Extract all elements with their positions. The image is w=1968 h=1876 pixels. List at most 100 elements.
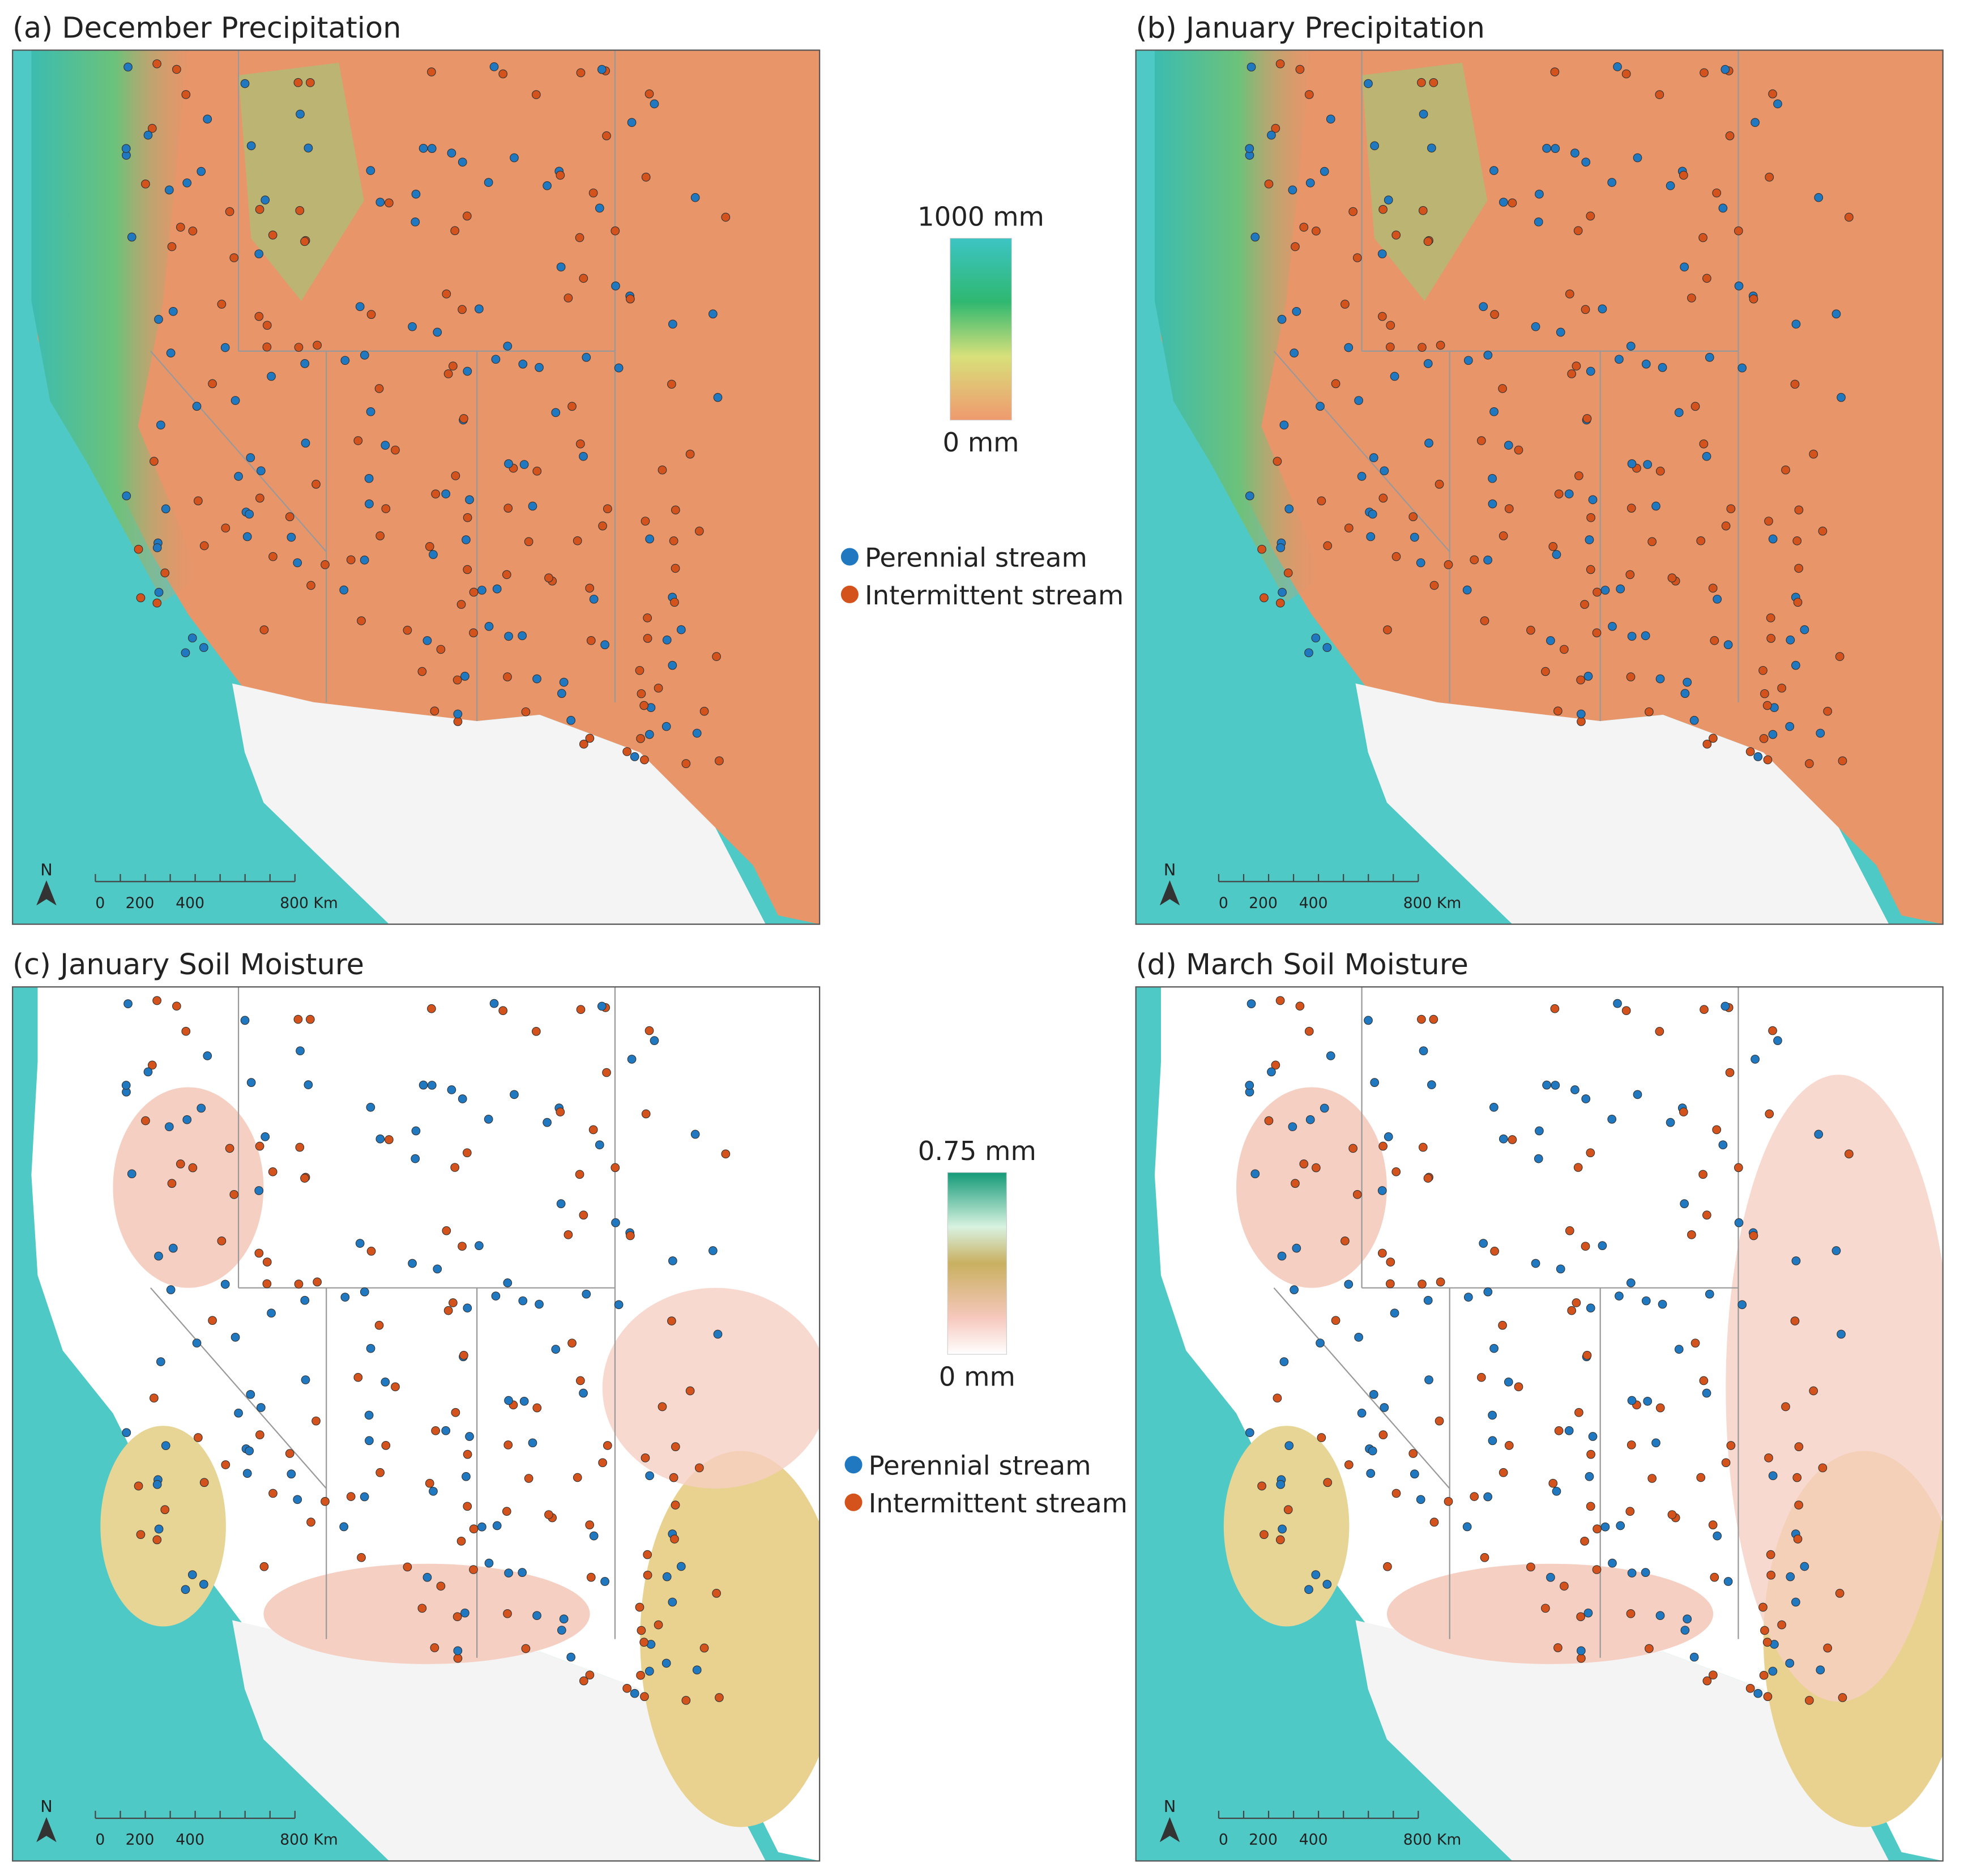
border: [150, 351, 327, 552]
perennial-site: [411, 1126, 421, 1136]
perennial-site: [1616, 584, 1625, 594]
intermittent-site: [1383, 1562, 1392, 1571]
intermittent-site: [1378, 1141, 1388, 1151]
intermittent-site: [1758, 1602, 1768, 1612]
perennial-site: [1785, 1658, 1795, 1668]
intermittent-site: [635, 1602, 644, 1612]
intermittent-site: [671, 505, 680, 515]
perennial-site: [676, 1562, 686, 1571]
intermittent-site: [268, 231, 278, 240]
perennial-site: [366, 407, 375, 416]
intermittent-site: [1835, 1589, 1845, 1598]
perennial-site: [489, 999, 499, 1008]
intermittent-site: [502, 570, 511, 579]
intermittent-site: [443, 1306, 453, 1315]
intermittent-site: [524, 537, 533, 547]
intermittent-site: [1499, 531, 1508, 540]
intermittent-site: [150, 1393, 159, 1403]
intermittent-site: [152, 1535, 162, 1545]
intermittent-site: [1283, 1505, 1293, 1515]
perennial-site: [465, 495, 474, 505]
perennial-site: [1713, 1531, 1722, 1541]
perennial-site: [460, 1608, 469, 1618]
intermittent-site: [1264, 1116, 1274, 1125]
intermittent-site: [1560, 1581, 1569, 1591]
perennial-site: [566, 1652, 576, 1662]
intermittent-site: [503, 504, 513, 513]
intermittent-site: [1690, 402, 1700, 411]
intermittent-site: [353, 1372, 363, 1382]
intermittent-site: [152, 598, 162, 608]
perennial-site: [355, 302, 365, 312]
perennial-site: [1627, 1396, 1637, 1405]
perennial-site: [1462, 585, 1472, 595]
perennial-site: [127, 1169, 136, 1179]
intermittent-site: [585, 1670, 595, 1680]
intermittent-site: [1391, 1167, 1401, 1176]
perennial-site: [1551, 1081, 1560, 1090]
perennial-site: [293, 1495, 302, 1504]
intermittent-site: [293, 78, 303, 87]
perennial-site: [484, 178, 493, 187]
intermittent-site: [1645, 707, 1654, 717]
perennial-site: [360, 1287, 369, 1297]
intermittent-site: [385, 198, 394, 208]
intermittent-site: [1386, 1257, 1395, 1267]
perennial-site: [1641, 1568, 1650, 1577]
intermittent-site: [641, 517, 650, 526]
intermittent-site: [637, 689, 646, 698]
perennial-site: [1288, 185, 1297, 195]
perennial-site: [1615, 1291, 1624, 1301]
perennial-site: [630, 1689, 639, 1698]
perennial-site: [1304, 648, 1313, 658]
intermittent-site: [1435, 480, 1444, 489]
intermittent-site: [1540, 1604, 1550, 1613]
intermittent-site: [524, 1474, 533, 1483]
intermittent-site: [1504, 504, 1514, 513]
perennial-site: [1680, 1626, 1690, 1635]
perennial-site: [1680, 262, 1689, 272]
intermittent-site: [1553, 1643, 1563, 1652]
intermittent-site: [721, 1149, 731, 1159]
perennial-site: [1483, 555, 1493, 565]
intermittent-site: [1275, 598, 1285, 608]
perennial-site: [154, 1251, 163, 1261]
intermittent-site: [1626, 1609, 1636, 1618]
intermittent-site: [431, 1426, 441, 1435]
intermittent-site: [255, 1430, 264, 1440]
intermittent-site: [268, 552, 278, 561]
perennial-site: [293, 558, 302, 568]
perennial-site: [1410, 532, 1419, 542]
intermittent-site: [1582, 414, 1592, 423]
intermittent-site: [567, 1338, 577, 1348]
perennial-site: [339, 585, 349, 595]
intermittent-site: [1498, 1320, 1507, 1330]
perennial-site: [300, 1295, 310, 1305]
perennial-site: [1245, 144, 1254, 154]
perennial-site: [381, 1378, 390, 1387]
intermittent-site: [1580, 600, 1589, 609]
perennial-site: [1768, 1666, 1778, 1676]
intermittent-site: [1480, 616, 1489, 625]
perennial-site: [1279, 1357, 1289, 1366]
perennial-site: [1463, 356, 1473, 365]
perennial-site: [1278, 1524, 1287, 1534]
perennial-site: [220, 1280, 230, 1289]
perennial-site: [161, 1441, 170, 1451]
scale-label: 800 Km: [280, 1831, 338, 1849]
perennial-site: [458, 1094, 467, 1103]
panel-title: (d) March Soil Moisture: [1136, 948, 1468, 982]
intermittent-site: [1804, 759, 1814, 769]
perennial-site: [1627, 1568, 1637, 1577]
perennial-site: [245, 1446, 254, 1456]
intermittent-site: [1572, 1298, 1581, 1307]
perennial-site: [254, 249, 264, 259]
perennial-site: [360, 351, 369, 360]
perennial-site: [187, 1570, 197, 1579]
perennial-site: [182, 178, 192, 187]
perennial-site: [181, 648, 190, 658]
intermittent-site: [456, 600, 466, 609]
perennial-site: [1483, 1287, 1493, 1297]
perennial-site: [1354, 1332, 1363, 1342]
perennial-site: [123, 999, 133, 1008]
